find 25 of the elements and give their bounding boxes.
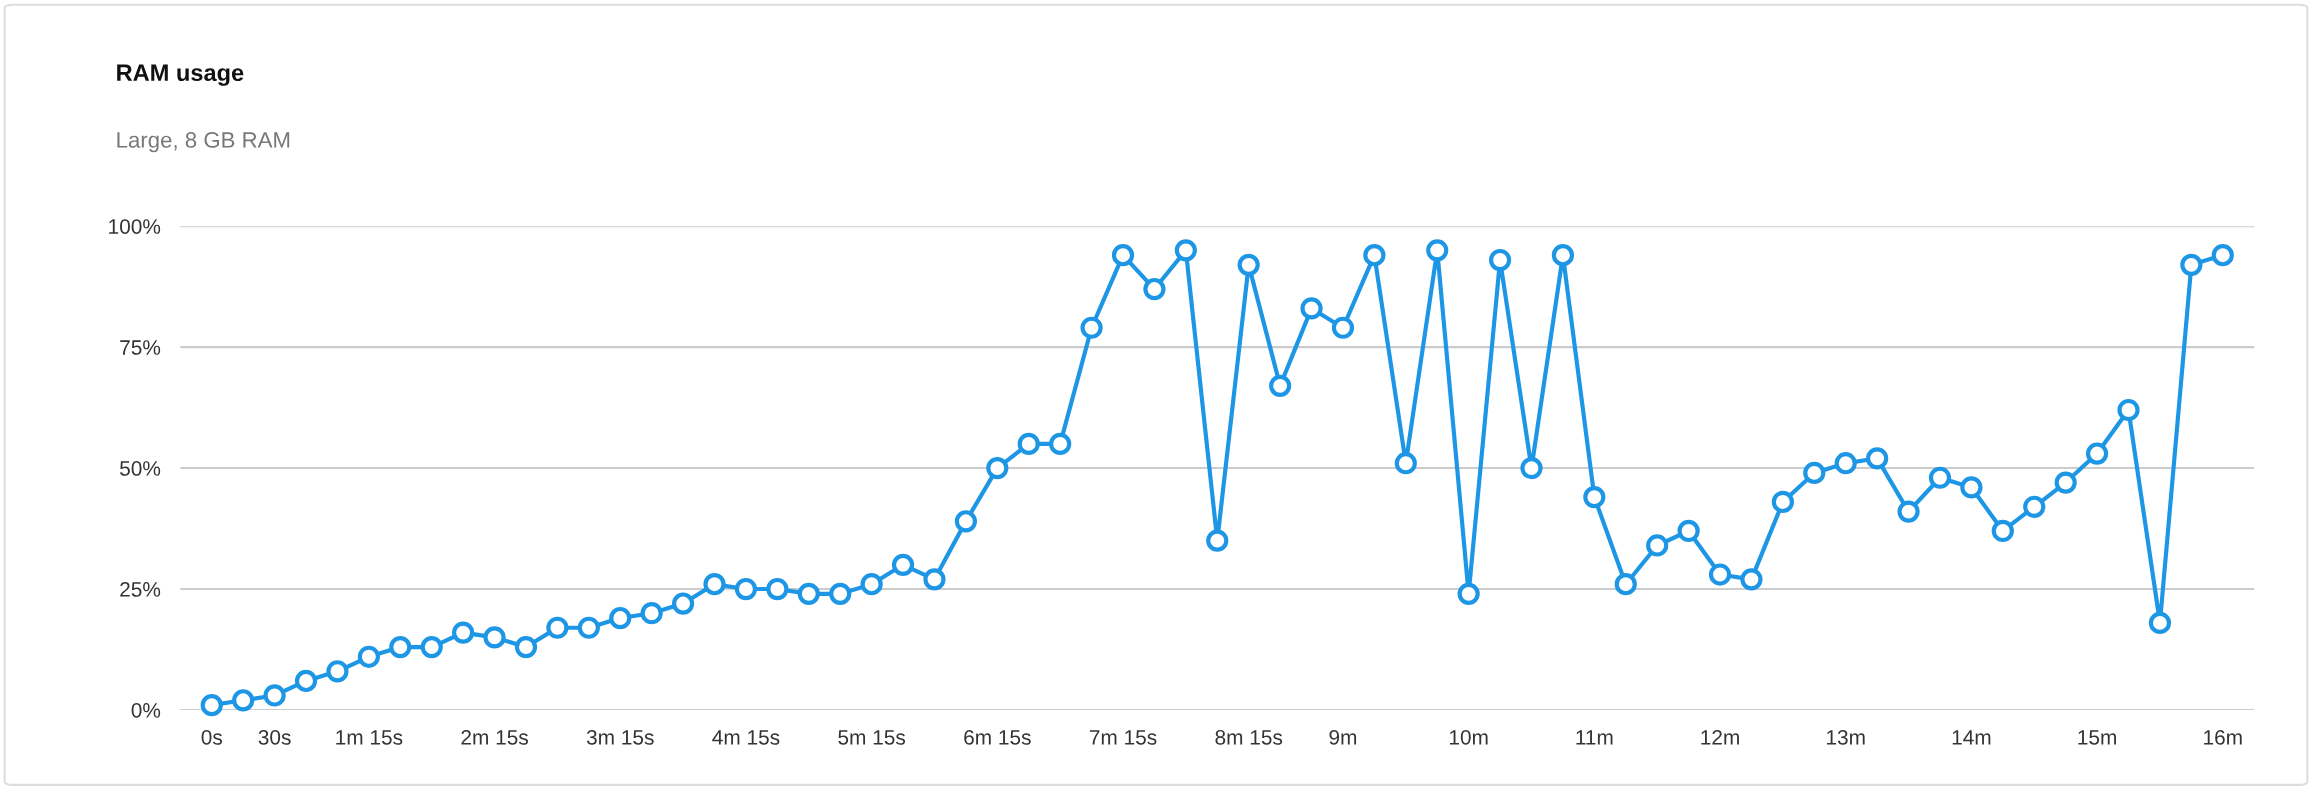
x-tick-label: 6m 15s: [964, 729, 1031, 745]
x-tick-label: 9m: [1329, 729, 1357, 745]
x-tick-label: 4m 15s: [712, 730, 780, 745]
y-tick-label: 50%: [120, 461, 161, 476]
y-tick-label: 25%: [120, 582, 161, 597]
x-tick-label: 12m: [1701, 729, 1739, 745]
y-tick-label: 100%: [109, 219, 161, 234]
x-tick-label: 1m 15s: [336, 730, 403, 745]
x-tick-label: 15m: [2078, 730, 2116, 745]
x-tick-label: 13m: [1827, 729, 1865, 745]
x-tick-label: 30s: [258, 729, 291, 745]
x-tick-label: 5m 15s: [838, 730, 906, 745]
x-tick-label: 7m 15s: [1089, 730, 1157, 745]
chart-subtitle: Large, 8 GB RAM: [117, 132, 290, 153]
x-tick-label: 3m 15s: [586, 729, 654, 745]
chart-title: RAM usage: [117, 64, 244, 86]
x-tick-label: 8m 15s: [1215, 729, 1283, 745]
x-tick-label: 0s: [201, 729, 223, 745]
x-tick-label: 14m: [1952, 730, 1991, 745]
y-tick-label: 0%: [131, 702, 161, 718]
x-tick-label: 11m: [1576, 730, 1613, 745]
y-tick-label: 75%: [120, 340, 161, 355]
x-tick-label: 10m: [1449, 729, 1488, 745]
x-tick-label: 16m: [2204, 729, 2242, 745]
x-tick-label: 2m 15s: [461, 729, 528, 745]
